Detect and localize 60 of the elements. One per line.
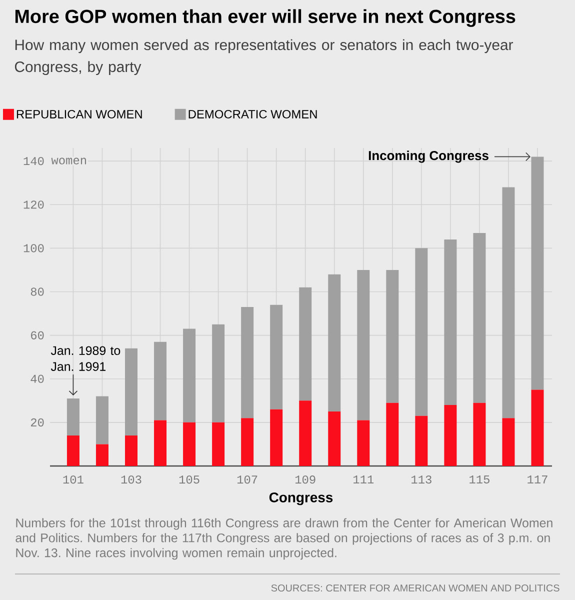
- y-tick-label: 140: [24, 157, 44, 166]
- x-tick-label: 117: [528, 476, 548, 484]
- bar: [183, 422, 196, 466]
- bar: [183, 328, 196, 422]
- bar: [299, 287, 312, 401]
- y-tick-label: 40: [30, 374, 44, 383]
- x-tick-label: 107: [237, 476, 258, 484]
- bar: [386, 270, 399, 403]
- bar: [212, 422, 225, 466]
- legend-label: DEMOCRATIC WOMEN: [188, 110, 317, 118]
- bar: [154, 342, 167, 420]
- y-axis-title: women: [51, 158, 86, 164]
- bar: [357, 420, 370, 466]
- bar: [125, 436, 138, 466]
- bar: [212, 324, 225, 422]
- y-tick-label: 20: [30, 418, 44, 426]
- y-tick-label: 100: [24, 244, 44, 252]
- bar: [241, 418, 254, 466]
- bar: [154, 420, 167, 466]
- bar: [96, 444, 108, 466]
- bar: [444, 239, 457, 406]
- x-tick-label: 105: [179, 476, 200, 484]
- bar: [328, 412, 341, 466]
- bar: [328, 274, 341, 412]
- bar: [531, 156, 544, 390]
- chart-title: More GOP women than ever will serve in next Congress: [15, 9, 516, 27]
- chart-subtitle: How many women served as representatives or senators in each two-year Congress, by party: [14, 39, 514, 76]
- annotation: Jan. 1989 to Jan. 1991: [50, 346, 120, 371]
- bar: [270, 409, 283, 466]
- bar: [531, 390, 544, 466]
- y-tick-label: 60: [31, 331, 44, 340]
- bar: [502, 418, 515, 466]
- x-tick-label: 101: [63, 476, 84, 484]
- x-tick-label: 113: [412, 476, 432, 484]
- bar: [66, 436, 80, 466]
- bar: [299, 400, 312, 466]
- x-tick-label: 109: [295, 476, 316, 484]
- bar: [357, 270, 370, 420]
- bar: [125, 348, 138, 436]
- bar: [270, 304, 283, 410]
- bar: [473, 232, 486, 403]
- bar: [66, 398, 80, 436]
- bar: [241, 306, 254, 418]
- x-tick-label: 111: [353, 476, 374, 484]
- legend-label: REPUBLICAN WOMEN: [16, 110, 142, 118]
- bar: [415, 248, 428, 416]
- x-tick-label: 115: [470, 476, 490, 484]
- source-note: SOURCES: CENTER FOR AMERICAN WOMEN AND POLITICS: [271, 584, 560, 592]
- bar: [415, 416, 428, 466]
- bar: [444, 405, 457, 466]
- bar: [386, 402, 399, 466]
- y-tick-label: 80: [30, 288, 44, 296]
- bar: [96, 396, 108, 444]
- x-tick-label: 103: [121, 476, 142, 484]
- bar: [502, 187, 515, 418]
- x-axis-title: Congress: [269, 492, 333, 506]
- bar: [473, 402, 486, 466]
- annotation: Incoming Congress: [368, 150, 488, 163]
- y-tick-label: 120: [24, 200, 44, 209]
- text: Numbers for the 101st through 116th Congress are drawn from the Center for American Women and Politics. Numbers for the 117th Congress are based on projections of races as of 3 p.m. on Nov. 13. Nine races involving women remain unprojected.: [16, 518, 552, 560]
